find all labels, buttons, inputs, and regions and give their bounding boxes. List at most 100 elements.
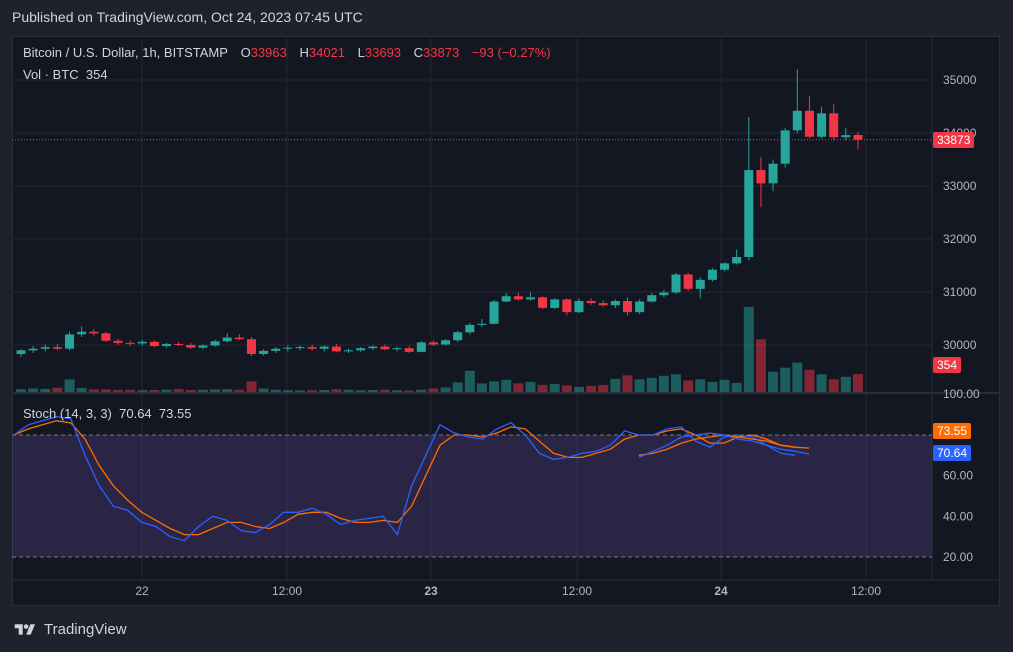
stoch-tick-label: 20.00 <box>943 550 973 564</box>
candle-body <box>246 339 256 355</box>
volume-bar <box>113 389 124 392</box>
stoch-tick-label: 100.00 <box>943 387 980 401</box>
candle-body <box>331 346 341 352</box>
candle-body <box>28 348 38 351</box>
volume-bar <box>294 390 305 392</box>
volume-bar <box>125 389 136 392</box>
time-tick-label: 12:00 <box>272 584 302 598</box>
volume-bar <box>355 390 366 392</box>
volume-bar <box>452 382 463 392</box>
time-tick-label: 24 <box>714 584 728 598</box>
volume-bar <box>573 386 584 392</box>
volume-bar <box>695 379 706 392</box>
stoch-d-value: 73.55 <box>158 406 192 421</box>
stoch-band-fill <box>12 435 932 557</box>
volume-bar <box>246 381 257 392</box>
stoch-d-label: 73.55 <box>933 423 972 439</box>
volume-bar <box>671 374 682 392</box>
volume-bar <box>622 375 633 392</box>
volume-bar <box>743 306 754 392</box>
candle-body <box>77 331 87 335</box>
volume-bar <box>561 385 572 392</box>
volume-bar <box>210 389 221 392</box>
candle-body <box>210 341 220 346</box>
candle-body <box>52 347 62 349</box>
candle-body <box>416 342 426 352</box>
candle-body <box>65 334 75 349</box>
volume-bar <box>64 379 75 392</box>
candle-body <box>538 297 548 308</box>
volume-bar <box>501 379 512 392</box>
candle-body <box>586 301 596 304</box>
volume-bar <box>816 374 827 392</box>
volume-bar <box>646 377 657 392</box>
stoch-tick-label: 40.00 <box>943 509 973 523</box>
grid-lines <box>12 36 1000 581</box>
candle-body <box>732 257 742 264</box>
volume-bar <box>768 371 779 392</box>
candle-body <box>137 341 147 344</box>
volume-bar <box>76 387 87 392</box>
volume-bar <box>683 380 694 392</box>
volume-label[interactable]: Vol · BTC <box>23 67 79 82</box>
volume-bar <box>792 362 803 392</box>
stoch-label[interactable]: Stoch (14, 3, 3) <box>23 406 112 421</box>
candle-body <box>101 333 111 341</box>
volume-bar <box>343 389 354 392</box>
open-value: 33963 <box>250 45 287 60</box>
candle-body <box>562 299 572 313</box>
last-price-label: 33873 <box>933 132 975 148</box>
volume-bar <box>476 383 487 392</box>
candle-body <box>404 348 414 352</box>
candle-body <box>550 299 560 308</box>
volume-bar <box>634 379 645 392</box>
candle-body <box>222 337 232 342</box>
candle-body <box>441 340 451 345</box>
candle-body <box>271 348 281 351</box>
candle-body <box>501 296 511 302</box>
stoch-k-value: 70.64 <box>119 406 152 421</box>
candle-body <box>40 347 50 349</box>
candle-body <box>610 301 620 306</box>
volume-bar <box>270 389 281 392</box>
candle-body <box>513 296 523 300</box>
volume-bar <box>731 382 742 392</box>
tradingview-logo-icon <box>14 623 35 635</box>
candle-body <box>659 292 669 296</box>
candle-body <box>89 331 99 334</box>
volume-bar <box>464 370 475 392</box>
volume-bar <box>586 385 597 392</box>
candle-body <box>841 135 851 138</box>
volume-bar <box>658 375 669 392</box>
volume-bar <box>840 376 851 392</box>
last-volume-label: 354 <box>933 357 962 373</box>
symbol-title[interactable]: Bitcoin / U.S. Dollar, 1h, BITSTAMP <box>23 45 228 60</box>
volume-bar <box>404 390 415 392</box>
volume-bar <box>525 381 536 392</box>
candle-body <box>344 350 354 352</box>
volume-bar <box>719 379 730 392</box>
high-value: 34021 <box>308 45 346 60</box>
volume-bar <box>428 388 439 392</box>
price-tick-label: 33000 <box>943 179 977 193</box>
candle-body <box>453 332 463 341</box>
footer-brand[interactable]: TradingView <box>12 621 127 638</box>
candle-body <box>295 347 305 349</box>
candle-body <box>768 163 778 184</box>
volume-bar <box>52 387 63 392</box>
candle-body <box>683 274 693 289</box>
candle-body <box>368 346 378 349</box>
candle-body <box>853 134 863 140</box>
volume-bar <box>149 389 160 392</box>
candle-body <box>428 342 438 345</box>
volume-bar <box>804 369 815 392</box>
symbol-legend: Bitcoin / U.S. Dollar, 1h, BITSTAMP O339… <box>23 45 551 60</box>
time-axis: 22 12:00 23 12:00 24 12:00 <box>135 584 881 598</box>
stoch-k-line-recent <box>638 432 810 458</box>
candle-body <box>16 350 26 355</box>
candle-body <box>465 324 475 333</box>
candle-body <box>804 110 814 137</box>
candle-body <box>695 279 705 289</box>
volume-bar <box>197 389 208 392</box>
